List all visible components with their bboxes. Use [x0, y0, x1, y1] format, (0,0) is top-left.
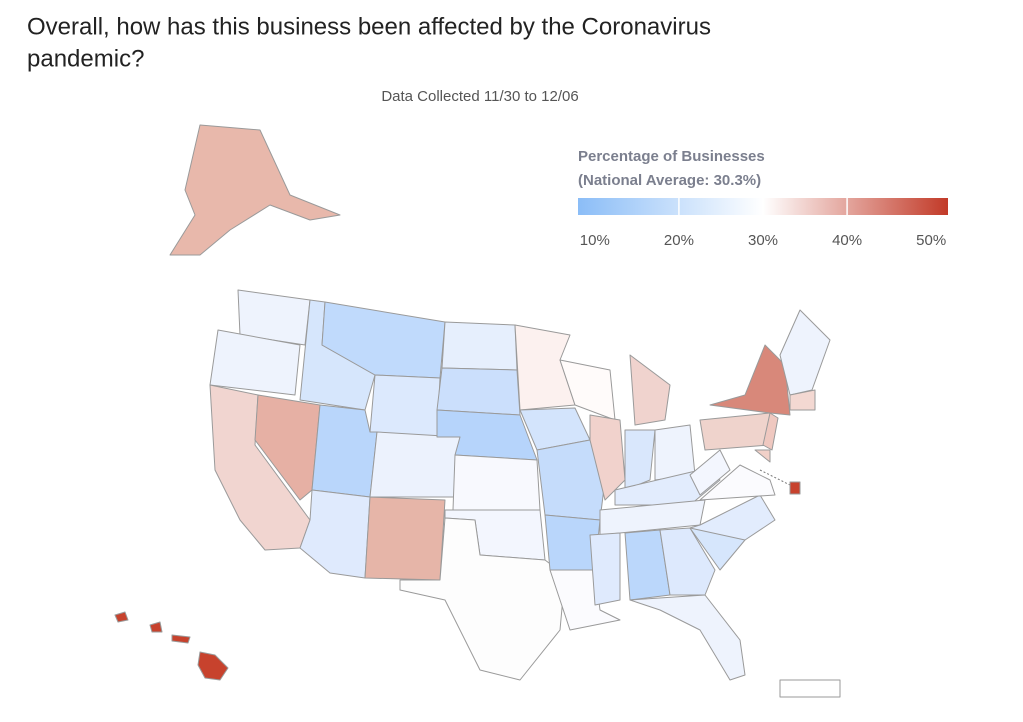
legend-title: (National Average: 30.3%) [578, 172, 761, 189]
title-line: pandemic? [27, 45, 144, 72]
region [299, 489, 371, 579]
subtitle: Data Collected 11/30 to 12/06 [381, 88, 578, 105]
region [689, 449, 731, 496]
region [779, 679, 841, 698]
region [149, 621, 163, 633]
region [436, 367, 521, 416]
tick-label: 40% [832, 232, 862, 249]
region [689, 494, 776, 541]
region [699, 412, 771, 451]
region [197, 651, 229, 681]
region [369, 431, 461, 498]
region [789, 389, 816, 411]
tick-label: 50% [916, 232, 946, 249]
titles: Overall, how has this business been affe… [27, 13, 711, 105]
region [709, 344, 791, 416]
map [114, 124, 841, 698]
region [114, 611, 129, 623]
region [169, 124, 341, 256]
region [441, 321, 518, 371]
region [789, 481, 801, 495]
region [654, 424, 696, 481]
region [699, 464, 776, 501]
region [536, 439, 606, 521]
legend-title: Percentage of Businesses [578, 148, 765, 165]
region [452, 454, 541, 511]
legend: Percentage of Businesses (National Avera… [578, 148, 948, 249]
region [364, 496, 446, 581]
leader-line [759, 469, 793, 487]
region [762, 412, 779, 451]
region [209, 329, 301, 396]
region [399, 517, 566, 681]
region [659, 527, 716, 596]
region [629, 594, 746, 681]
region [311, 404, 378, 498]
region [754, 449, 771, 463]
region [589, 532, 621, 606]
title-line: Overall, how has this business been affe… [27, 13, 711, 40]
region [629, 354, 671, 426]
tick-label: 10% [580, 232, 610, 249]
tick-label: 30% [748, 232, 778, 249]
region [779, 309, 831, 396]
tick-label: 20% [664, 232, 694, 249]
region [171, 634, 191, 644]
region [254, 394, 321, 501]
region [369, 374, 441, 438]
region [624, 429, 656, 491]
